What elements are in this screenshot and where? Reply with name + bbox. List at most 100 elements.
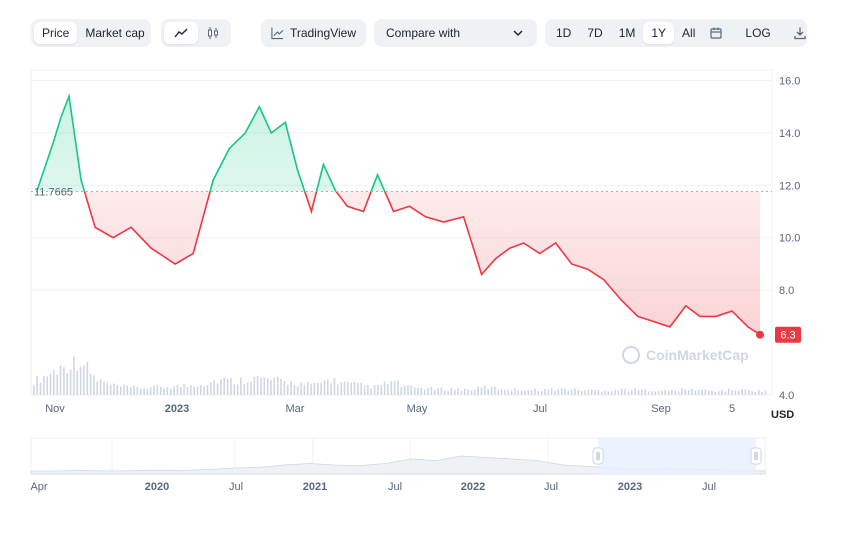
chart-type-toggle <box>161 19 231 47</box>
volume-bar <box>230 378 232 395</box>
volume-bar <box>557 389 560 395</box>
area-below-baseline <box>37 191 760 335</box>
volume-bar <box>724 391 727 395</box>
range-all[interactable]: All <box>682 26 696 40</box>
volume-bar <box>407 385 409 395</box>
y-tick-label: 4.0 <box>779 390 794 402</box>
volume-bar <box>748 390 750 395</box>
volume-bar <box>694 390 697 395</box>
volume-bar <box>240 377 242 395</box>
volume-bar <box>637 390 640 395</box>
volume-bar <box>547 389 550 395</box>
volume-bar <box>644 389 646 395</box>
volume-bar <box>758 389 760 395</box>
volume-bar <box>377 385 379 395</box>
volume-bar <box>500 389 503 395</box>
volume-bar <box>223 377 225 395</box>
x-tick-label: Mar <box>286 403 305 415</box>
download-button[interactable] <box>787 22 813 44</box>
volume-bar <box>560 388 563 395</box>
tradingview-label: TradingView <box>289 26 356 40</box>
volume-bar <box>604 390 606 395</box>
navigator-tick-label: 2021 <box>303 481 327 493</box>
volume-bar <box>296 386 299 395</box>
x-tick-label: Sep <box>651 403 671 415</box>
compare-with-dropdown[interactable]: Compare with <box>374 19 537 47</box>
volume-bar <box>193 386 195 395</box>
volume-bar <box>33 385 35 395</box>
volume-bar <box>751 391 753 395</box>
volume-bar <box>347 381 349 395</box>
volume-bar <box>611 391 613 395</box>
volume-bar <box>86 362 89 395</box>
range-1d[interactable]: 1D <box>556 26 572 40</box>
volume-bar <box>317 383 319 395</box>
volume-bar <box>433 389 436 395</box>
volume-bar <box>153 385 155 395</box>
volume-bar <box>413 387 416 395</box>
volume-bar <box>597 389 600 395</box>
volume-bar <box>564 388 566 395</box>
navigator-tick-label: Jul <box>229 481 243 493</box>
marketcap-tab[interactable]: Market cap <box>85 26 145 40</box>
volume-bar <box>631 390 633 395</box>
volume-bar <box>180 387 182 395</box>
range-1y[interactable]: 1Y <box>643 22 675 44</box>
current-price-dot <box>756 330 764 339</box>
volume-bar <box>567 390 570 395</box>
volume-bar <box>246 382 249 395</box>
volume-bar <box>664 389 666 395</box>
volume-bar <box>570 389 573 395</box>
volume-bar <box>116 385 119 395</box>
calendar-button[interactable] <box>703 22 729 44</box>
volume-bar <box>270 380 272 395</box>
range-navigator[interactable]: Apr 2020 Jul 2021 Jul 2022 Jul 2023 Jul <box>30 437 766 493</box>
candlestick-chart-button[interactable] <box>198 22 228 44</box>
volume-bar <box>373 385 376 395</box>
volume-bar <box>714 391 717 395</box>
volume-bar <box>734 390 737 395</box>
log-scale-toggle[interactable]: LOG <box>745 26 771 40</box>
volume-bar <box>657 391 660 395</box>
volume-bar <box>634 388 636 395</box>
compare-with-label: Compare with <box>386 26 461 40</box>
y-tick-label: 14.0 <box>779 128 800 140</box>
x-tick-label: Jul <box>533 403 547 415</box>
volume-bar <box>103 382 105 395</box>
volume-bar <box>280 378 282 395</box>
volume-bar <box>266 378 269 395</box>
volume-bar <box>173 386 175 395</box>
volume-bar <box>56 374 58 395</box>
calendar-icon <box>710 27 722 39</box>
volume-bar <box>490 386 493 395</box>
volume-bar <box>89 373 92 395</box>
volume-bar <box>464 388 466 395</box>
volume-bar <box>727 388 730 395</box>
volume-bar <box>697 390 700 395</box>
volume-bar <box>494 386 496 395</box>
volume-bar <box>741 389 743 395</box>
volume-bar <box>707 390 710 395</box>
line-chart-button[interactable] <box>164 22 198 44</box>
volume-bar <box>39 382 42 395</box>
volume-bar <box>540 391 543 395</box>
volume-bar <box>487 389 489 395</box>
volume-bar <box>183 384 185 395</box>
volume-bar <box>470 390 473 395</box>
navigator-window <box>598 438 756 474</box>
volume-bar <box>554 390 556 395</box>
volume-bar <box>73 356 75 395</box>
download-icon <box>794 27 806 40</box>
volume-bar <box>46 376 48 395</box>
volume-bar <box>136 386 139 395</box>
volume-bar <box>363 385 366 395</box>
navigator-tick-label: Jul <box>702 481 716 493</box>
tradingview-button[interactable]: TradingView <box>261 19 366 47</box>
range-1m[interactable]: 1M <box>618 26 636 40</box>
volume-bar <box>119 386 122 395</box>
range-7d[interactable]: 7D <box>587 26 603 40</box>
y-tick-label: 8.0 <box>779 285 794 297</box>
volume-bar <box>76 371 78 395</box>
price-tab[interactable]: Price <box>34 22 78 44</box>
